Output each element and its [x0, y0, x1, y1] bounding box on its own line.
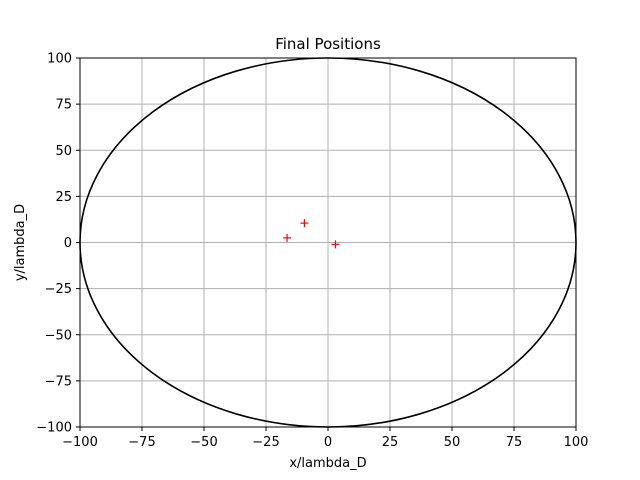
- x-tick-label: 25: [382, 435, 399, 450]
- data-point: [331, 240, 340, 249]
- x-tick-label: −75: [128, 435, 155, 450]
- data-point: [300, 219, 309, 228]
- x-axis-label: x/lambda_D: [289, 456, 366, 471]
- y-tick-label: 75: [55, 98, 72, 113]
- y-tick-label: −100: [36, 421, 72, 436]
- x-tick-label: 50: [444, 435, 461, 450]
- chart-title: Final Positions: [275, 35, 381, 53]
- data-point: [283, 233, 292, 242]
- x-tick-label: −25: [252, 435, 279, 450]
- x-tick-label: −100: [62, 435, 98, 450]
- x-tick-label: 75: [506, 435, 523, 450]
- y-tick-label: 50: [55, 144, 72, 159]
- y-axis-label: y/lambda_D: [13, 204, 28, 281]
- y-tick-label: −25: [45, 282, 72, 297]
- points-layer: [283, 219, 340, 249]
- y-tick-label: −75: [45, 374, 72, 389]
- ticks: −100 −75 −50 −25 0 25 50 75 100 −100 −75 −50 −25 0 25 5…: [36, 52, 588, 451]
- x-tick-label: 0: [324, 435, 332, 450]
- y-tick-label: 100: [47, 52, 72, 67]
- y-tick-label: −50: [45, 328, 72, 343]
- y-tick-label: 25: [55, 190, 72, 205]
- x-tick-label: −50: [190, 435, 217, 450]
- y-tick-label: 0: [64, 236, 72, 251]
- x-tick-label: 100: [564, 435, 589, 450]
